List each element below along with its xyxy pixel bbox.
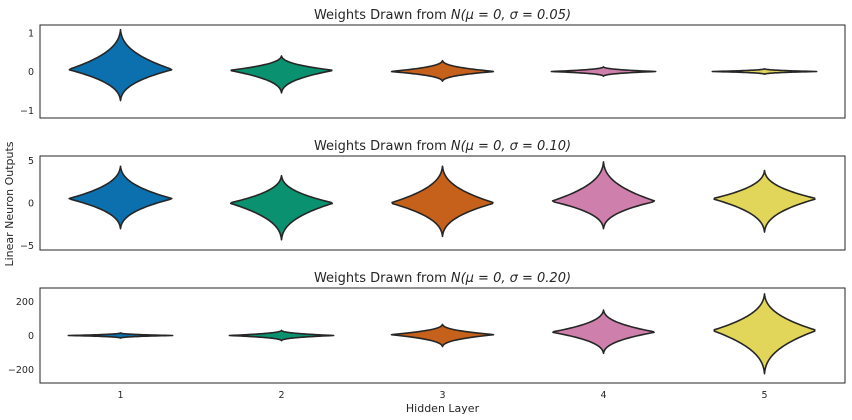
y-tick-label: −5 — [20, 241, 34, 252]
axes-frame — [39, 24, 846, 119]
violin-layer-4 — [552, 309, 655, 355]
violin-layer-5 — [713, 293, 816, 375]
panel-title-math: N(μ = 0, σ = 0.05) — [451, 8, 571, 23]
panel-title-prefix: Weights Drawn from — [314, 8, 451, 23]
axes-frame — [39, 287, 846, 384]
y-tick-label: 0 — [28, 331, 34, 342]
y-tick-label: 5 — [28, 156, 34, 167]
violin-layer-1 — [68, 28, 173, 102]
violin-layer-2 — [228, 329, 335, 342]
panel-title: Weights Drawn from N(μ = 0, σ = 0.05) — [314, 8, 571, 23]
violin-layer-4 — [550, 66, 657, 77]
y-tick-label: 1 — [28, 28, 34, 39]
y-tick-label: −200 — [8, 365, 34, 376]
panel-title: Weights Drawn from N(μ = 0, σ = 0.20) — [314, 271, 571, 286]
violin-layer-3 — [391, 165, 494, 238]
x-tick-label: 5 — [761, 390, 767, 401]
axes-frame — [39, 155, 846, 251]
violin-layer-3 — [390, 59, 495, 82]
y-tick-label: 0 — [28, 67, 34, 78]
violin-layer-2 — [229, 174, 334, 241]
panel-1: Weights Drawn from N(μ = 0, σ = 0.05) −1 0… — [20, 8, 846, 119]
panel-title-math: N(μ = 0, σ = 0.10) — [451, 139, 571, 154]
panel-2: Weights Drawn from N(μ = 0, σ = 0.10) −5 0… — [20, 139, 846, 252]
x-tick-label: 3 — [439, 390, 445, 401]
y-tick-label: 0 — [28, 199, 34, 210]
violin-layer-5 — [713, 169, 816, 233]
violin-layer-1 — [67, 332, 174, 339]
violin-layer-1 — [68, 165, 173, 230]
x-tick-label: 4 — [600, 390, 606, 401]
x-axis-label: Hidden Layer — [406, 402, 480, 415]
violin-layer-2 — [230, 55, 333, 94]
panel-title-math: N(μ = 0, σ = 0.20) — [451, 271, 571, 286]
x-axis: 1 2 3 4 5 Hidden Layer — [117, 390, 767, 415]
panel-title-prefix: Weights Drawn from — [314, 139, 451, 154]
panel-3: Weights Drawn from N(μ = 0, σ = 0.20) −20… — [8, 271, 846, 384]
violin-layer-4 — [551, 161, 656, 230]
y-tick-label: −1 — [20, 106, 34, 117]
violin-layer-3 — [390, 323, 495, 348]
x-tick-label: 1 — [117, 390, 123, 401]
panel-title: Weights Drawn from N(μ = 0, σ = 0.10) — [314, 139, 571, 154]
y-axis-label: Linear Neuron Outputs — [3, 141, 16, 266]
x-tick-label: 2 — [278, 390, 284, 401]
panel-title-prefix: Weights Drawn from — [314, 271, 451, 286]
y-tick-label: 200 — [16, 297, 34, 308]
violin-layer-5 — [711, 67, 818, 76]
